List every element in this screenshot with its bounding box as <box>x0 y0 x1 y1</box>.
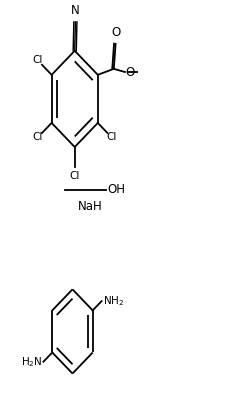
Text: N: N <box>71 4 80 17</box>
Text: OH: OH <box>108 184 126 197</box>
Text: O: O <box>111 26 120 39</box>
Text: NH$_2$: NH$_2$ <box>103 294 124 308</box>
Text: Cl: Cl <box>33 132 43 142</box>
Text: O: O <box>126 66 135 79</box>
Text: H$_2$N: H$_2$N <box>21 355 42 369</box>
Text: Cl: Cl <box>106 132 117 142</box>
Text: NaH: NaH <box>78 200 103 213</box>
Text: Cl: Cl <box>70 171 80 181</box>
Text: Cl: Cl <box>33 55 43 66</box>
